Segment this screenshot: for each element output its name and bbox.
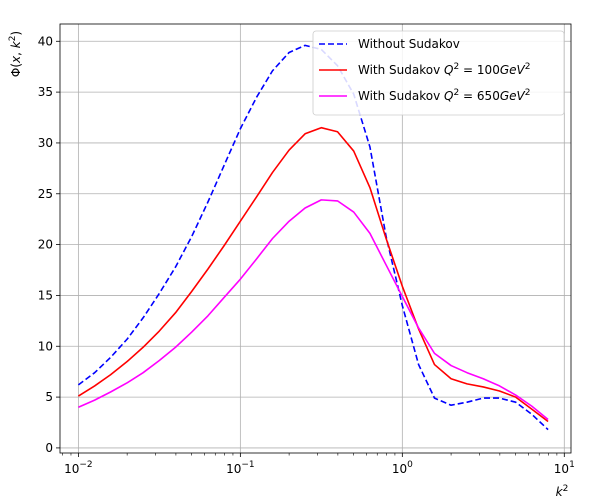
y-tick-label: 10 bbox=[38, 339, 53, 353]
y-tick-label: 20 bbox=[38, 238, 53, 252]
series-line-2 bbox=[77, 126, 549, 423]
y-axis-label: Φ(x, k2) bbox=[8, 31, 23, 77]
y-tick-label: 15 bbox=[38, 288, 53, 302]
x-tick-label: 100 bbox=[392, 460, 413, 476]
y-tick-label: 0 bbox=[45, 441, 53, 455]
x-axis-label: k2 bbox=[556, 484, 569, 499]
plot-frame bbox=[59, 23, 572, 454]
y-tick-label: 40 bbox=[38, 34, 53, 48]
x-tick-label: 10−2 bbox=[64, 460, 93, 476]
x-tick-label: 101 bbox=[554, 460, 575, 476]
legend-entry: Without Sudakov bbox=[358, 37, 460, 51]
series-line-3 bbox=[78, 199, 549, 421]
legend: Without Sudakov With Sudakov Q2 = 100GeV2… bbox=[312, 30, 565, 116]
y-tick-label: 25 bbox=[38, 187, 53, 201]
y-tick-label: 5 bbox=[45, 390, 53, 404]
y-tick-label: 30 bbox=[38, 136, 53, 150]
legend-entry: With Sudakov Q2 = 100GeV2 bbox=[358, 62, 530, 77]
y-axis-label-group: Φ(x, k2) bbox=[8, 31, 23, 77]
legend-box bbox=[312, 30, 565, 116]
legend-entry: With Sudakov Q2 = 650GeV2 bbox=[358, 88, 530, 103]
y-tick-label: 35 bbox=[38, 85, 53, 99]
ticks: 0 5 10 15 20 25 30 35 40 10−2 10−1 100 101 bbox=[38, 34, 575, 476]
x-tick-label: 10−1 bbox=[226, 460, 255, 476]
